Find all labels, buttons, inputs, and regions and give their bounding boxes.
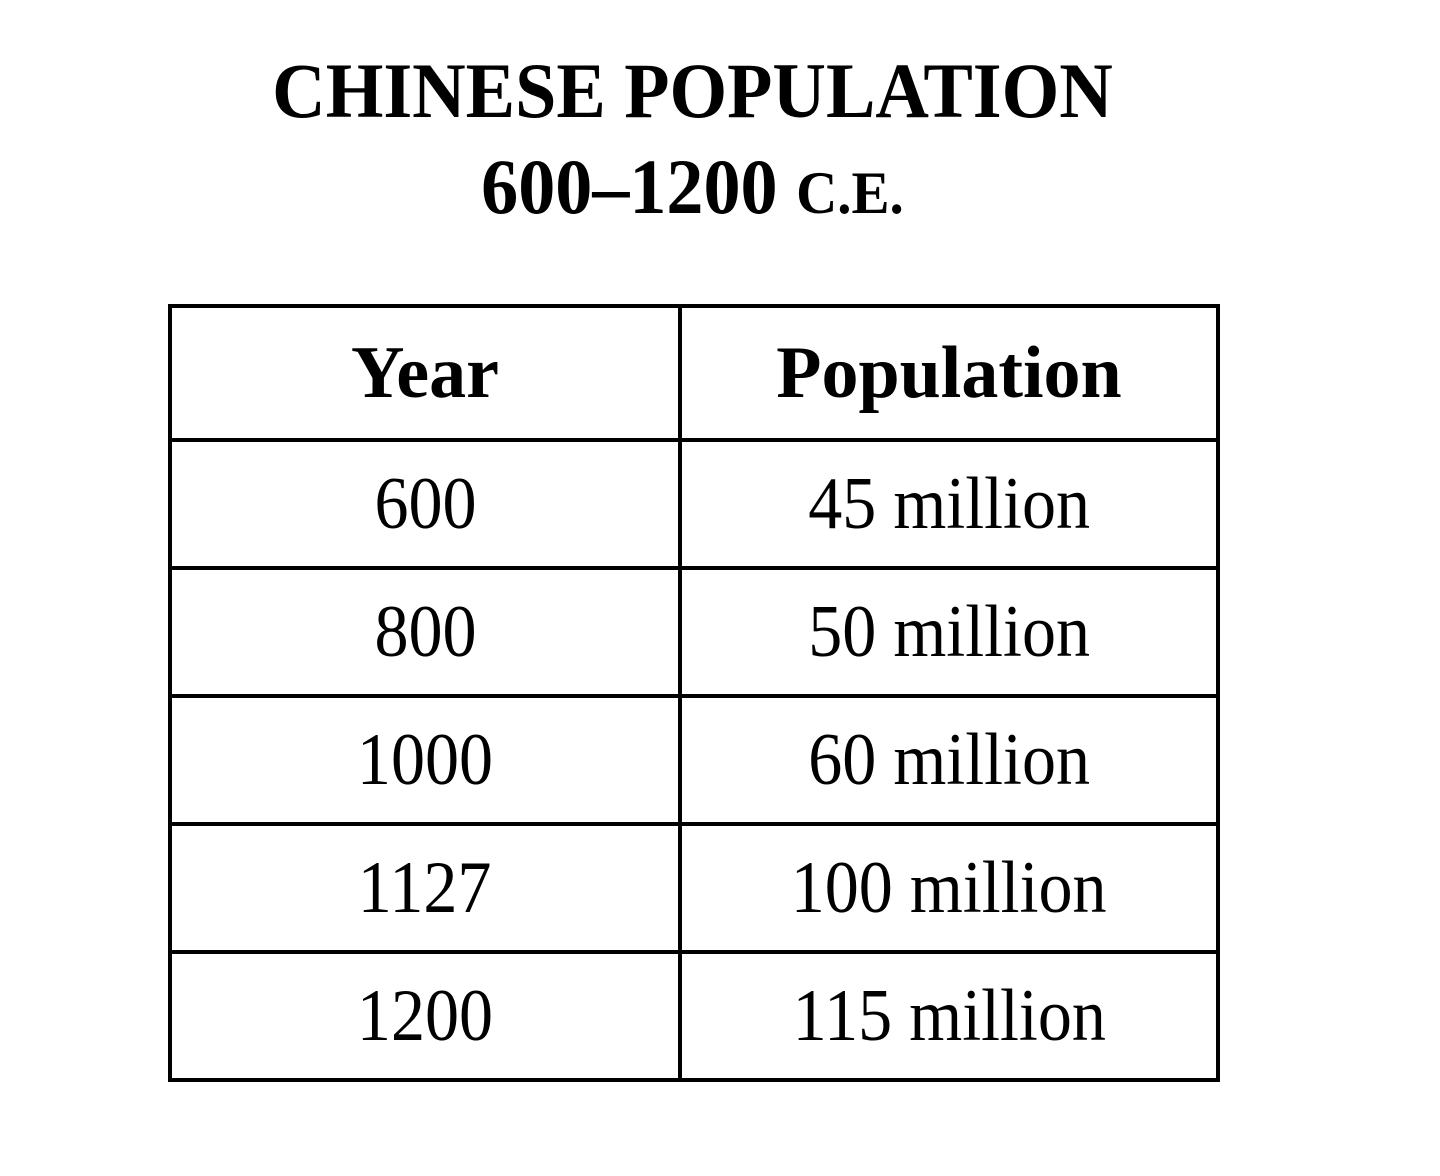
header-year: Year xyxy=(168,304,682,442)
population-cell: 115 million xyxy=(678,950,1220,1082)
population-value: 45 million xyxy=(808,462,1090,545)
year-value: 800 xyxy=(373,590,477,673)
population-table: Year Population 600 45 million 800 50 mi… xyxy=(168,304,1220,1082)
table-row: 1200 115 million xyxy=(168,950,1220,1082)
table-row: 1127 100 million xyxy=(168,822,1220,954)
header-year-label: Year xyxy=(351,331,499,414)
year-cell: 1000 xyxy=(168,694,682,826)
year-value: 1127 xyxy=(358,846,492,929)
year-cell: 1200 xyxy=(168,950,682,1082)
population-cell: 50 million xyxy=(678,566,1220,698)
population-cell: 60 million xyxy=(678,694,1220,826)
year-cell: 1127 xyxy=(168,822,682,954)
header-row: Year Population xyxy=(168,304,1220,442)
year-value: 1000 xyxy=(356,718,494,801)
chart-title: CHINESE POPULATION xyxy=(272,47,1113,134)
era-label: C.E. xyxy=(796,160,904,226)
year-range: 600–1200 xyxy=(481,143,778,230)
year-cell: 800 xyxy=(168,566,682,698)
population-value: 60 million xyxy=(808,718,1090,801)
population-value: 115 million xyxy=(792,974,1106,1057)
table-row: 800 50 million xyxy=(168,566,1220,698)
header-population: Population xyxy=(678,304,1220,442)
population-value: 100 million xyxy=(791,846,1107,929)
table-row: 600 45 million xyxy=(168,438,1220,570)
table-row: 1000 60 million xyxy=(168,694,1220,826)
year-value: 1200 xyxy=(356,974,494,1057)
header-population-label: Population xyxy=(776,331,1122,414)
chart-subtitle: 600–1200 C.E. xyxy=(35,148,1351,226)
year-cell: 600 xyxy=(168,438,682,570)
population-value: 50 million xyxy=(808,590,1090,673)
population-cell: 100 million xyxy=(678,822,1220,954)
year-value: 600 xyxy=(373,462,477,545)
population-cell: 45 million xyxy=(678,438,1220,570)
